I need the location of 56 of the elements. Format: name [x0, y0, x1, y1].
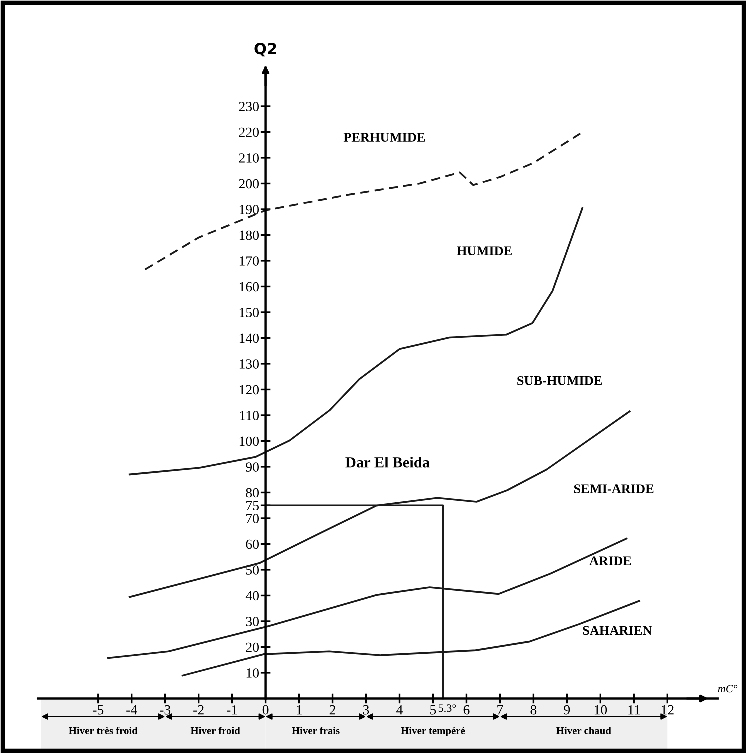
- y-tick-label: 130: [240, 360, 260, 369]
- y-tick-label: 100: [240, 436, 260, 446]
- x-tick-label: -2: [194, 705, 204, 715]
- y-tick-label: 30: [246, 617, 260, 626]
- y-tick-label: 110: [240, 411, 260, 420]
- y-tick-label: 120: [240, 385, 260, 395]
- band-label: Hiver très froid: [69, 726, 138, 734]
- x-axis-title: mC°: [718, 685, 738, 693]
- x-tick-label: 5: [430, 706, 436, 715]
- y-tick-label: 180: [240, 230, 260, 240]
- x-tick-label: 10: [594, 705, 608, 715]
- y-tick-label: 230: [239, 102, 260, 112]
- x-tick-label: 1: [297, 705, 302, 715]
- y-tick-label: 150: [240, 308, 260, 318]
- x-tick-label: 8: [530, 705, 537, 715]
- y-tick-label: 60: [246, 540, 260, 550]
- annotation: PERHUMIDE: [344, 133, 426, 142]
- y-tick-label: 40: [246, 591, 260, 601]
- y-tick-label: 10: [246, 668, 260, 678]
- y-tick-label: 210: [239, 154, 260, 163]
- annotation: SAHARIEN: [583, 626, 652, 636]
- annotation: 5.3°: [438, 704, 456, 712]
- y-tick-label: 70: [246, 514, 260, 524]
- x-tick-label: 12: [662, 705, 674, 715]
- x-tick-label: 11: [628, 705, 640, 715]
- y-tick-label: 75: [246, 501, 260, 511]
- y-tick-label: 220: [239, 128, 260, 138]
- x-tick-label: 3: [363, 705, 370, 715]
- x-tick-label: -4: [126, 705, 138, 715]
- annotation: SUB-HUMIDE: [518, 376, 602, 386]
- y-tick-label: 200: [239, 179, 260, 189]
- band-label: Hiver chaud: [556, 727, 612, 734]
- band-label: Hiver froid: [190, 726, 240, 734]
- y-axis-title: Q2: [254, 43, 276, 57]
- band-label: Hiver frais: [292, 726, 340, 734]
- annotation: HUMIDE: [457, 246, 512, 256]
- x-tick-label: 7: [498, 706, 504, 715]
- band-label: Hiver tempéré: [401, 727, 466, 737]
- annotation: ARIDE: [590, 556, 632, 566]
- annotation: SEMI-ARIDE: [574, 484, 654, 494]
- y-tick-label: 20: [246, 642, 260, 652]
- x-tick-label: 2: [330, 705, 336, 715]
- y-tick-label: 90: [246, 462, 260, 472]
- y-tick-label: 80: [246, 488, 260, 498]
- x-tick-label: 9: [564, 705, 570, 715]
- x-tick-label: 0: [262, 705, 269, 715]
- y-tick-label: 170: [240, 256, 260, 266]
- y-tick-label: 160: [240, 282, 260, 292]
- x-tick-label: -1: [227, 705, 238, 715]
- x-tick-label: 4: [396, 705, 404, 715]
- annotation: Dar El Beida: [346, 457, 430, 468]
- y-tick-label: 190: [240, 205, 260, 214]
- y-tick-label: 140: [240, 334, 260, 344]
- x-tick-label: -5: [93, 706, 104, 715]
- x-tick-label: -3: [160, 705, 171, 715]
- x-tick-label: 6: [464, 705, 470, 715]
